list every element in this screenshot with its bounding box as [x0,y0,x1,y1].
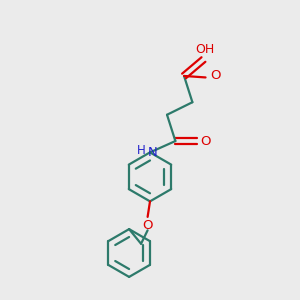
Text: O: O [210,69,220,82]
Text: H: H [137,143,146,157]
Text: OH: OH [195,43,214,56]
Text: N: N [148,146,157,159]
Text: O: O [200,134,211,148]
Text: O: O [142,219,152,232]
